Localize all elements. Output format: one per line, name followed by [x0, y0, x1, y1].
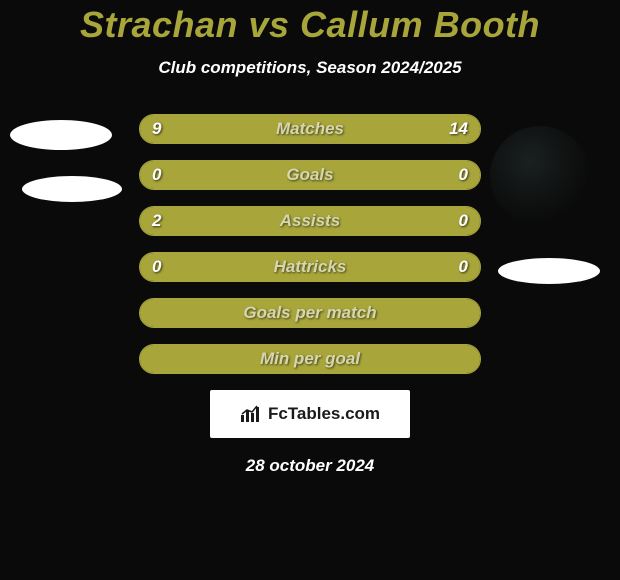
stat-row-goals: 0 Goals 0: [139, 160, 481, 190]
stat-value-right: 0: [459, 207, 468, 235]
stat-row-hattricks: 0 Hattricks 0: [139, 252, 481, 282]
stat-label: Min per goal: [140, 345, 480, 373]
stat-row-assists: 2 Assists 0: [139, 206, 481, 236]
page-title: Strachan vs Callum Booth: [0, 4, 620, 46]
player-right-chip: [498, 258, 600, 284]
stats-bars: 9 Matches 14 0 Goals 0 2 Assists 0 0 Hat…: [139, 114, 481, 374]
stat-row-goals-per-match: Goals per match: [139, 298, 481, 328]
stat-label: Goals: [140, 161, 480, 189]
stat-value-right: 0: [459, 253, 468, 281]
stat-label: Hattricks: [140, 253, 480, 281]
stat-label: Goals per match: [140, 299, 480, 327]
brand-logo[interactable]: FcTables.com: [210, 390, 410, 438]
player-right-avatar: [490, 126, 590, 226]
stat-value-right: 0: [459, 161, 468, 189]
stat-label: Assists: [140, 207, 480, 235]
brand-text: FcTables.com: [268, 404, 380, 424]
stat-row-min-per-goal: Min per goal: [139, 344, 481, 374]
stat-label: Matches: [140, 115, 480, 143]
footer-date: 28 october 2024: [0, 456, 620, 476]
page-subtitle: Club competitions, Season 2024/2025: [0, 58, 620, 78]
stat-row-matches: 9 Matches 14: [139, 114, 481, 144]
bars-chart-icon: [240, 405, 262, 423]
comparison-widget: Strachan vs Callum Booth Club competitio…: [0, 0, 620, 476]
player-left-chip-1: [10, 120, 112, 150]
player-left-chip-2: [22, 176, 122, 202]
stat-value-right: 14: [449, 115, 468, 143]
